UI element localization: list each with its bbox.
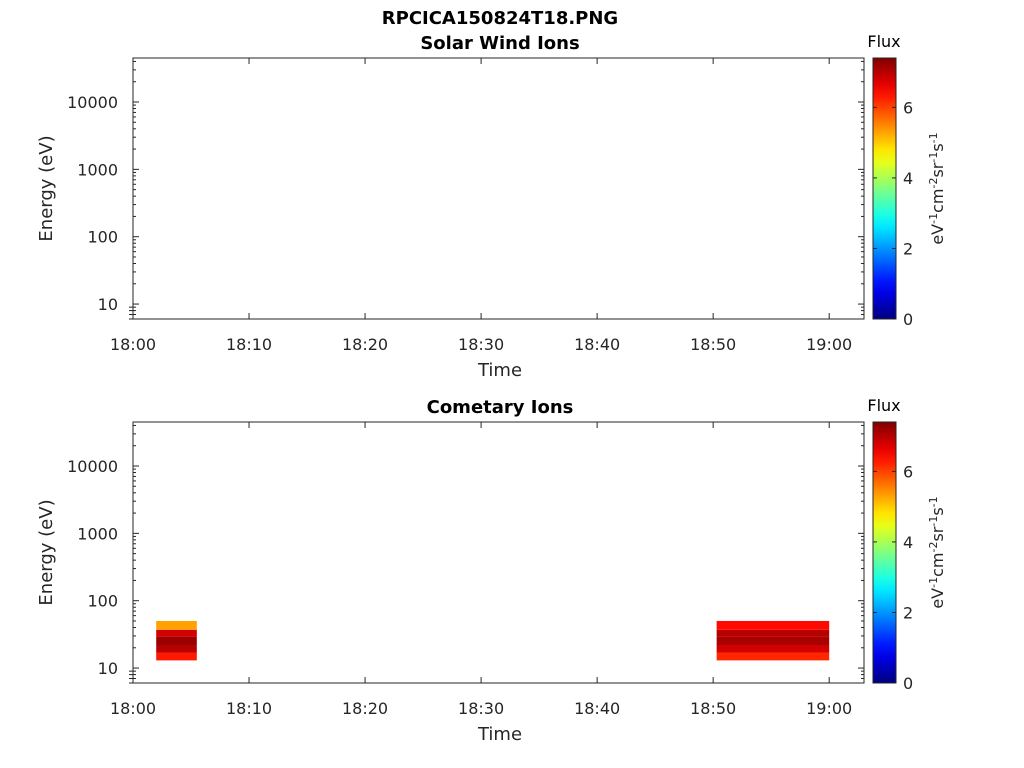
- y-tick-label: 10000: [67, 457, 118, 476]
- y-tick-label: 10: [98, 659, 118, 678]
- colorbar-tick-label: 4: [903, 533, 913, 552]
- x-tick-label: 18:00: [110, 699, 156, 718]
- y-tick-label: 1000: [77, 160, 118, 179]
- colorbar-tick-label: 2: [903, 603, 913, 622]
- y-tick-label: 100: [87, 592, 118, 611]
- colorbar-label: eV-1cm-2sr-1s-1: [927, 496, 948, 608]
- colorbar: [872, 57, 897, 320]
- panel-2: 10 100 1000 10000 18:00 18:10 18:20 18:30 18:40 1…: [36, 396, 947, 745]
- x-tick-label: 18:40: [574, 335, 620, 354]
- colorbar-tick-label: 4: [903, 169, 913, 188]
- colorbar-label-unit: eV: [928, 588, 947, 609]
- x-tick-label: 18:00: [110, 335, 156, 354]
- colorbar-label-exponent: -2: [927, 542, 940, 553]
- colorbar-label-unit: eV: [928, 224, 947, 245]
- x-tick-label: 19:00: [806, 335, 852, 354]
- x-tick-label: 18:30: [458, 699, 504, 718]
- colorbar-label-exponent: -1: [927, 516, 940, 527]
- y-axis-label: Energy (eV): [36, 135, 57, 241]
- x-axis-label: Time: [477, 360, 522, 381]
- colorbar-label-exponent: -2: [927, 178, 940, 189]
- colorbar-label-unit: sr: [928, 162, 947, 177]
- y-axis-label: Energy (eV): [36, 499, 57, 605]
- heatmap-cell-1-4: [156, 629, 197, 637]
- x-tick-label: 19:00: [806, 699, 852, 718]
- x-tick-label: 18:50: [690, 699, 736, 718]
- plot-area: [132, 421, 865, 684]
- heatmap-cell-2-4: [716, 629, 830, 637]
- colorbar-label-unit: sr: [928, 526, 947, 541]
- y-tick-label: 10: [98, 295, 118, 314]
- heatmap-cell-2-1: [716, 652, 830, 661]
- colorbar-title: Flux: [867, 396, 900, 415]
- x-tick-label: 18:20: [342, 699, 388, 718]
- colorbar-title: Flux: [867, 32, 900, 51]
- y-tick-label: 10000: [67, 93, 118, 112]
- panel-1: 10 100 1000 10000 18:00 18:10 18:20 18:30 18:40 1…: [36, 32, 947, 381]
- colorbar-tick-label: 0: [903, 674, 913, 693]
- colorbar-tick-label: 6: [903, 462, 913, 481]
- x-axis-label: Time: [477, 724, 522, 745]
- figure-title: RPCICA150824T18.PNG: [382, 8, 618, 29]
- colorbar-label-unit: s: [928, 507, 947, 515]
- colorbar-tick-label: 0: [903, 310, 913, 329]
- heatmap-cell-1-3: [156, 636, 197, 645]
- plot-area: [132, 57, 865, 320]
- y-tick-label: 1000: [77, 524, 118, 543]
- x-tick-label: 18:30: [458, 335, 504, 354]
- x-tick-label: 18:20: [342, 335, 388, 354]
- colorbar-label-exponent: -1: [927, 213, 940, 224]
- colorbar-label-exponent: -1: [927, 577, 940, 588]
- colorbar-label-exponent: -1: [927, 496, 940, 507]
- x-tick-label: 18:50: [690, 335, 736, 354]
- x-tick-label: 18:40: [574, 699, 620, 718]
- heatmap-cell-2-3: [716, 636, 830, 645]
- colorbar: [872, 421, 897, 684]
- heatmap-cell-1-5: [156, 620, 197, 630]
- x-tick-label: 18:10: [226, 699, 272, 718]
- colorbar-tick-label: 6: [903, 98, 913, 117]
- colorbar-label-unit: cm: [928, 189, 947, 213]
- colorbar-tick-label: 2: [903, 239, 913, 258]
- heatmap-cell-1-2: [156, 644, 197, 653]
- panel-title: Solar Wind Ions: [420, 33, 579, 54]
- y-tick-label: 100: [87, 228, 118, 247]
- panel-title: Cometary Ions: [427, 397, 574, 418]
- colorbar-label: eV-1cm-2sr-1s-1: [927, 132, 948, 244]
- x-tick-label: 18:10: [226, 335, 272, 354]
- heatmap-cell-2-2: [716, 644, 830, 653]
- heatmap-cell-1-1: [156, 652, 197, 661]
- heatmap-cell-2-5: [716, 620, 830, 630]
- colorbar-label-exponent: -1: [927, 132, 940, 143]
- colorbar-label-exponent: -1: [927, 152, 940, 163]
- colorbar-label-unit: s: [928, 143, 947, 151]
- colorbar-label-unit: cm: [928, 553, 947, 577]
